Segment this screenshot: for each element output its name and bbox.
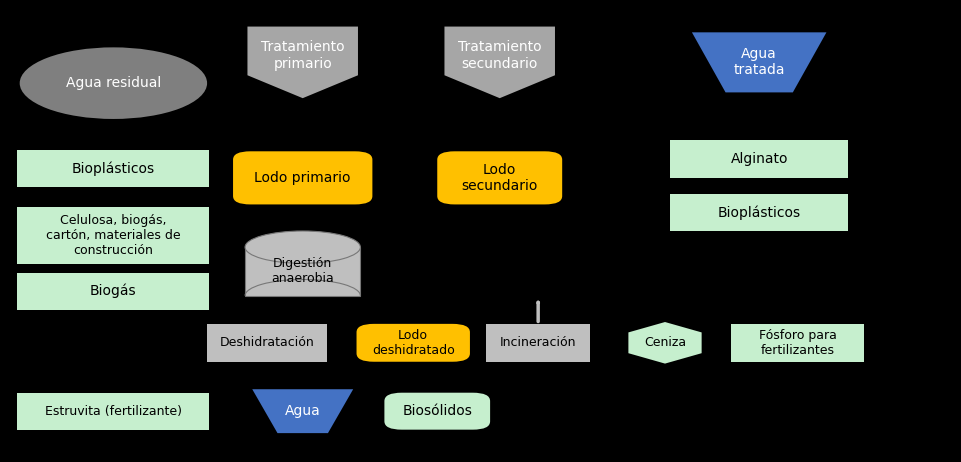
Text: Ceniza: Ceniza [644,336,686,349]
Text: Celulosa, biogás,
cartón, materiales de
construcción: Celulosa, biogás, cartón, materiales de … [46,214,181,257]
Text: Tratamiento
primario: Tratamiento primario [260,40,345,71]
Bar [486,324,590,362]
Text: Estruvita (fertilizante): Estruvita (fertilizante) [45,405,182,418]
Text: Fósforo para
fertilizantes: Fósforo para fertilizantes [758,329,837,357]
Text: Digestión
anaerobia: Digestión anaerobia [271,257,334,286]
Bar [17,393,209,430]
Bar [17,207,209,264]
Bar [17,150,209,187]
Ellipse shape [245,231,360,263]
Text: Lodo primario: Lodo primario [255,171,351,185]
Ellipse shape [19,48,208,119]
Bar [245,247,360,296]
FancyBboxPatch shape [384,393,490,430]
Text: Deshidratación: Deshidratación [220,336,314,349]
Text: Agua: Agua [284,404,321,418]
Text: Bioplásticos: Bioplásticos [72,161,155,176]
Polygon shape [248,26,358,98]
Bar [17,273,209,310]
Text: Alginato: Alginato [730,152,788,166]
Text: Lodo
secundario: Lodo secundario [461,163,538,193]
Polygon shape [692,32,826,92]
Text: Agua residual: Agua residual [65,76,161,90]
Text: Tratamiento
secundario: Tratamiento secundario [457,40,542,71]
FancyBboxPatch shape [437,152,562,204]
Bar [671,140,849,178]
Polygon shape [445,26,555,98]
FancyBboxPatch shape [357,324,470,362]
Text: Bioplásticos: Bioplásticos [718,205,801,220]
Bar [208,324,327,362]
Text: Biosólidos: Biosólidos [403,404,472,418]
Text: Biogás: Biogás [90,284,136,298]
Bar [731,324,864,362]
FancyBboxPatch shape [234,152,372,204]
Polygon shape [628,322,702,364]
Bar [671,194,849,231]
Text: Incineración: Incineración [500,336,577,349]
Polygon shape [253,389,354,433]
Text: Agua
tratada: Agua tratada [733,47,785,78]
Text: Lodo
deshidratado: Lodo deshidratado [372,329,455,357]
